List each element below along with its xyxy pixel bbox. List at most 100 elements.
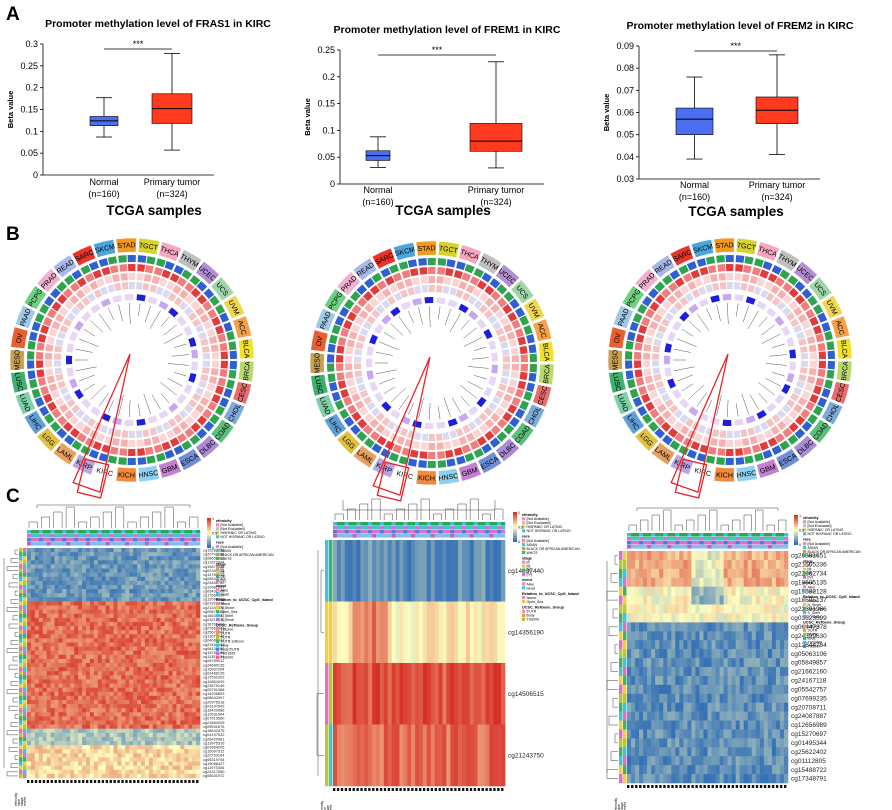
annotation-cell xyxy=(707,545,712,549)
row-annotation xyxy=(19,630,23,635)
track-cell xyxy=(806,375,816,385)
heatmap-cell xyxy=(144,584,150,590)
heatmap-cell xyxy=(176,568,181,573)
inner-mark xyxy=(191,361,198,371)
heatmap-cell xyxy=(66,552,71,557)
heatmap-cell xyxy=(78,769,83,775)
legend-item: [Not Available] xyxy=(221,545,243,549)
track-cell xyxy=(351,393,361,403)
heatmap-cell xyxy=(465,540,471,602)
annotation-cell xyxy=(121,538,126,542)
track-cell xyxy=(69,282,80,293)
annotation-cell xyxy=(651,533,656,537)
sample-tick xyxy=(481,788,484,791)
heatmap-cell xyxy=(109,716,114,721)
heatmap-cell xyxy=(78,572,83,578)
track-cell xyxy=(467,421,477,431)
track-cell xyxy=(817,312,828,323)
heatmap-cell xyxy=(125,724,130,730)
heatmap-cell xyxy=(438,540,443,602)
track-cell xyxy=(158,433,168,443)
heatmap-cell xyxy=(117,556,122,561)
heatmap-cell xyxy=(172,667,177,672)
heatmap-cell xyxy=(54,687,59,693)
annotation-cell xyxy=(747,545,752,549)
track-cell xyxy=(136,273,144,281)
heatmap-cell xyxy=(89,712,95,717)
heatmap-cell xyxy=(30,732,36,738)
row-annotation xyxy=(19,704,23,709)
heatmap-cell xyxy=(34,560,40,565)
track-cell xyxy=(188,399,198,408)
heatmap-cell xyxy=(156,761,161,766)
heatmap-cell xyxy=(54,630,59,635)
heatmap-cell xyxy=(109,749,114,754)
legend-swatch xyxy=(522,542,526,547)
heatmap-cell xyxy=(101,765,106,771)
heatmap-cell xyxy=(176,560,181,565)
heatmap-cell xyxy=(121,761,126,766)
heatmap-cell xyxy=(168,724,173,730)
heatmap-cell xyxy=(62,597,67,602)
heatmap-cell xyxy=(27,597,32,602)
heatmap-cell xyxy=(137,675,142,680)
heatmap-cell xyxy=(168,765,173,771)
heatmap-cell xyxy=(148,609,154,615)
heatmap-cell xyxy=(164,695,169,701)
heatmap-cell xyxy=(192,589,197,594)
annotation-cell xyxy=(34,542,39,546)
annotation-cell xyxy=(442,522,447,526)
heatmap-cell xyxy=(85,638,91,643)
heatmap-cell xyxy=(97,626,103,631)
heatmap-cell xyxy=(66,572,71,578)
heatmap-cell xyxy=(62,605,67,610)
annotation-cell xyxy=(62,534,67,538)
heatmap-cell xyxy=(62,712,67,717)
heatmap-cell xyxy=(133,605,138,610)
annotation-cell xyxy=(731,545,736,549)
heatmap-cell xyxy=(144,708,150,713)
track-cell xyxy=(162,421,171,431)
heatmap-cell xyxy=(129,675,134,680)
cancer-segment-ucs xyxy=(510,279,535,305)
heatmap-cell xyxy=(144,642,150,647)
annotation-cell xyxy=(368,534,373,538)
heatmap-cell xyxy=(360,724,365,787)
heatmap-cell xyxy=(188,745,193,750)
heatmap-cell xyxy=(30,704,36,709)
sample-tick xyxy=(97,780,101,783)
heatmap-cell xyxy=(172,556,177,561)
heatmap-cell xyxy=(97,584,103,590)
annotation-cell xyxy=(631,545,636,549)
heatmap-cell xyxy=(164,691,169,697)
heatmap-cell xyxy=(168,712,173,717)
heatmap-cell xyxy=(38,749,44,754)
colorbar-tick: 0 xyxy=(212,546,214,550)
heatmap-cell xyxy=(152,646,158,651)
heatmap-cell xyxy=(89,626,95,631)
heatmap-cell xyxy=(144,634,150,639)
heatmap-cell xyxy=(129,716,134,721)
cancer-segment-chol xyxy=(523,403,546,429)
heatmap-cell xyxy=(70,589,75,594)
annotation-cell xyxy=(188,538,193,542)
annotation-cell xyxy=(192,542,197,546)
heatmap-cell xyxy=(93,687,99,693)
track-cell xyxy=(50,287,61,299)
track-cell xyxy=(794,281,806,292)
heatmap-cell xyxy=(66,736,71,742)
heatmap-cell xyxy=(27,630,32,635)
annotation-cell xyxy=(376,530,381,534)
heatmap-cell xyxy=(196,765,201,771)
track-cell xyxy=(501,349,510,356)
heatmap-cell xyxy=(172,675,177,680)
cancer-label: OV xyxy=(16,332,25,344)
heatmap-cell xyxy=(196,736,201,742)
heatmap-cell xyxy=(54,626,59,631)
track-cell xyxy=(511,355,519,363)
track-cell xyxy=(89,281,99,291)
heatmap-cell xyxy=(137,753,142,758)
heatmap-cell xyxy=(121,646,126,651)
heatmap-cell xyxy=(93,728,99,734)
legend-swatch xyxy=(522,572,526,576)
